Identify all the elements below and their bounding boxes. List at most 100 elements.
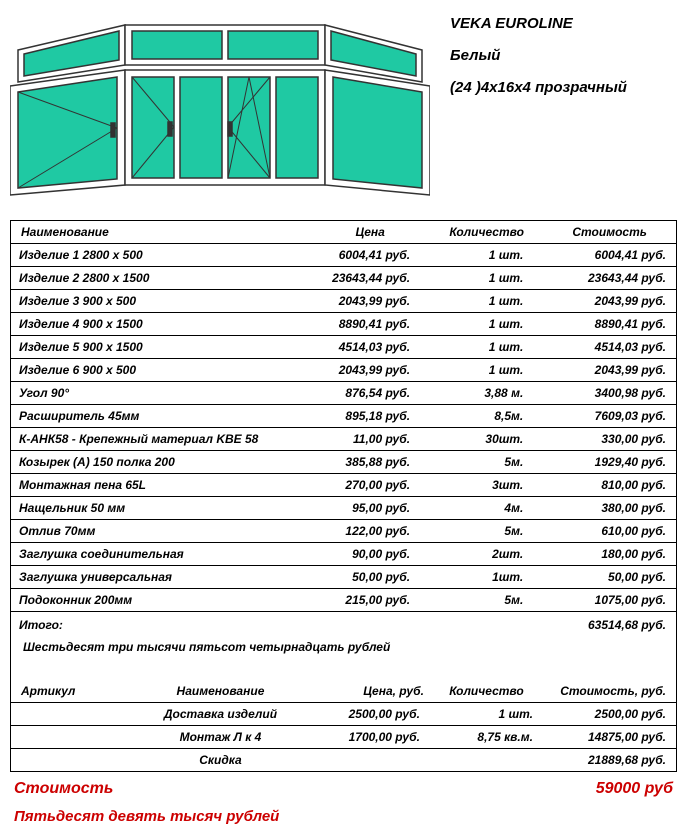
table-row: Козырек (А) 150 полка 200385,88 руб.5м.1…	[11, 451, 677, 474]
sv-col-art: Артикул	[11, 680, 131, 702]
item-price: 215,00 руб.	[310, 589, 430, 612]
item-cost: 180,00 руб.	[543, 543, 676, 566]
item-qty: 1 шт.	[430, 336, 543, 359]
item-cost: 810,00 руб.	[543, 474, 676, 497]
item-name: Заглушка соединительная	[11, 543, 311, 566]
table-row: Подоконник 200мм215,00 руб.5м.1075,00 ру…	[11, 589, 677, 612]
item-cost: 50,00 руб.	[543, 566, 676, 589]
item-qty: 5м.	[430, 589, 543, 612]
product-color: Белый	[450, 47, 677, 64]
item-price: 2043,99 руб.	[310, 359, 430, 382]
item-cost: 1075,00 руб.	[543, 589, 676, 612]
item-price: 122,00 руб.	[310, 520, 430, 543]
sv-name: Скидка	[131, 749, 311, 771]
item-price: 270,00 руб.	[310, 474, 430, 497]
item-name: К-АНК58 - Крепежный материал KBE 58	[11, 428, 311, 451]
item-qty: 5м.	[430, 451, 543, 474]
item-name: Изделие 6 900 x 500	[11, 359, 311, 382]
subtotal-label: Итого:	[11, 612, 311, 637]
item-qty: 30шт.	[430, 428, 543, 451]
sv-qty	[430, 749, 543, 771]
sv-name: Доставка изделий	[131, 703, 311, 725]
item-price: 95,00 руб.	[310, 497, 430, 520]
item-name: Козырек (А) 150 полка 200	[11, 451, 311, 474]
table-row: Нащельник 50 мм95,00 руб.4м.380,00 руб.	[11, 497, 677, 520]
item-cost: 3400,98 руб.	[543, 382, 676, 405]
sv-art	[11, 726, 131, 748]
item-cost: 8890,41 руб.	[543, 313, 676, 336]
service-row: Доставка изделий2500,00 руб.1 шт.2500,00…	[11, 703, 677, 726]
sv-name: Монтаж Л к 4	[131, 726, 311, 748]
item-cost: 4514,03 руб.	[543, 336, 676, 359]
table-row: Заглушка соединительная90,00 руб.2шт.180…	[11, 543, 677, 566]
item-qty: 1 шт.	[430, 267, 543, 290]
item-cost: 23643,44 руб.	[543, 267, 676, 290]
table-row: Монтажная пена 65L270,00 руб.3шт.810,00 …	[11, 474, 677, 497]
main-items-table: Наименование Цена Количество Стоимость И…	[10, 220, 677, 772]
item-cost: 380,00 руб.	[543, 497, 676, 520]
col-name: Наименование	[11, 221, 311, 244]
table-row: Изделие 2 2800 x 150023643,44 руб.1 шт.2…	[11, 267, 677, 290]
item-price: 876,54 руб.	[310, 382, 430, 405]
item-price: 6004,41 руб.	[310, 244, 430, 267]
item-cost: 2043,99 руб.	[543, 290, 676, 313]
total-value: 59000 руб	[596, 780, 673, 798]
item-qty: 5м.	[430, 520, 543, 543]
table-row: Отлив 70мм122,00 руб.5м.610,00 руб.	[11, 520, 677, 543]
sv-cost: 14875,00 руб.	[543, 726, 676, 748]
sv-col-qty: Количество	[430, 680, 543, 702]
item-name: Изделие 3 900 x 500	[11, 290, 311, 313]
item-qty: 1 шт.	[430, 244, 543, 267]
item-name: Монтажная пена 65L	[11, 474, 311, 497]
sv-qty: 1 шт.	[430, 703, 543, 725]
subtotal-words: Шестьдесят три тысячи пятьсот четырнадца…	[11, 636, 677, 662]
sv-price	[310, 749, 430, 771]
product-name: VEKA EUROLINE	[450, 15, 677, 32]
item-name: Изделие 2 2800 x 1500	[11, 267, 311, 290]
col-price: Цена	[310, 221, 430, 244]
table-row: Изделие 5 900 x 15004514,03 руб.1 шт.451…	[11, 336, 677, 359]
service-row: Скидка21889,68 руб.	[11, 749, 677, 772]
product-glazing: (24 )4x16x4 прозрачный	[450, 79, 677, 96]
item-qty: 1 шт.	[430, 359, 543, 382]
item-price: 2043,99 руб.	[310, 290, 430, 313]
sv-price: 2500,00 руб.	[310, 703, 430, 725]
col-qty: Количество	[430, 221, 543, 244]
item-qty: 1 шт.	[430, 313, 543, 336]
col-cost: Стоимость	[543, 221, 676, 244]
item-name: Подоконник 200мм	[11, 589, 311, 612]
table-row: Изделие 4 900 x 15008890,41 руб.1 шт.889…	[11, 313, 677, 336]
table-row: К-АНК58 - Крепежный материал KBE 5811,00…	[11, 428, 677, 451]
subtotal-value: 63514,68 руб.	[543, 612, 676, 637]
item-price: 4514,03 руб.	[310, 336, 430, 359]
item-name: Изделие 4 900 x 1500	[11, 313, 311, 336]
item-qty: 1 шт.	[430, 290, 543, 313]
item-name: Изделие 1 2800 x 500	[11, 244, 311, 267]
product-info: VEKA EUROLINE Белый (24 )4x16x4 прозрачн…	[450, 10, 677, 200]
item-price: 11,00 руб.	[310, 428, 430, 451]
table-row: Изделие 3 900 x 5002043,99 руб.1 шт.2043…	[11, 290, 677, 313]
sv-col-cost: Стоимость, руб.	[543, 680, 676, 702]
sv-cost: 2500,00 руб.	[543, 703, 676, 725]
item-qty: 3шт.	[430, 474, 543, 497]
item-qty: 4м.	[430, 497, 543, 520]
item-name: Отлив 70мм	[11, 520, 311, 543]
item-name: Заглушка универсальная	[11, 566, 311, 589]
sv-qty: 8,75 кв.м.	[430, 726, 543, 748]
sv-col-name: Наименование	[131, 680, 311, 702]
item-cost: 610,00 руб.	[543, 520, 676, 543]
item-cost: 7609,03 руб.	[543, 405, 676, 428]
service-row: Монтаж Л к 41700,00 руб.8,75 кв.м.14875,…	[11, 726, 677, 749]
item-price: 23643,44 руб.	[310, 267, 430, 290]
table-row: Расширитель 45мм895,18 руб.8,5м.7609,03 …	[11, 405, 677, 428]
table-row: Изделие 1 2800 x 5006004,41 руб.1 шт.600…	[11, 244, 677, 267]
item-price: 50,00 руб.	[310, 566, 430, 589]
item-name: Изделие 5 900 x 1500	[11, 336, 311, 359]
item-cost: 2043,99 руб.	[543, 359, 676, 382]
table-row: Изделие 6 900 x 5002043,99 руб.1 шт.2043…	[11, 359, 677, 382]
item-qty: 2шт.	[430, 543, 543, 566]
item-name: Угол 90°	[11, 382, 311, 405]
table-row: Заглушка универсальная50,00 руб.1шт.50,0…	[11, 566, 677, 589]
item-qty: 8,5м.	[430, 405, 543, 428]
item-name: Нащельник 50 мм	[11, 497, 311, 520]
